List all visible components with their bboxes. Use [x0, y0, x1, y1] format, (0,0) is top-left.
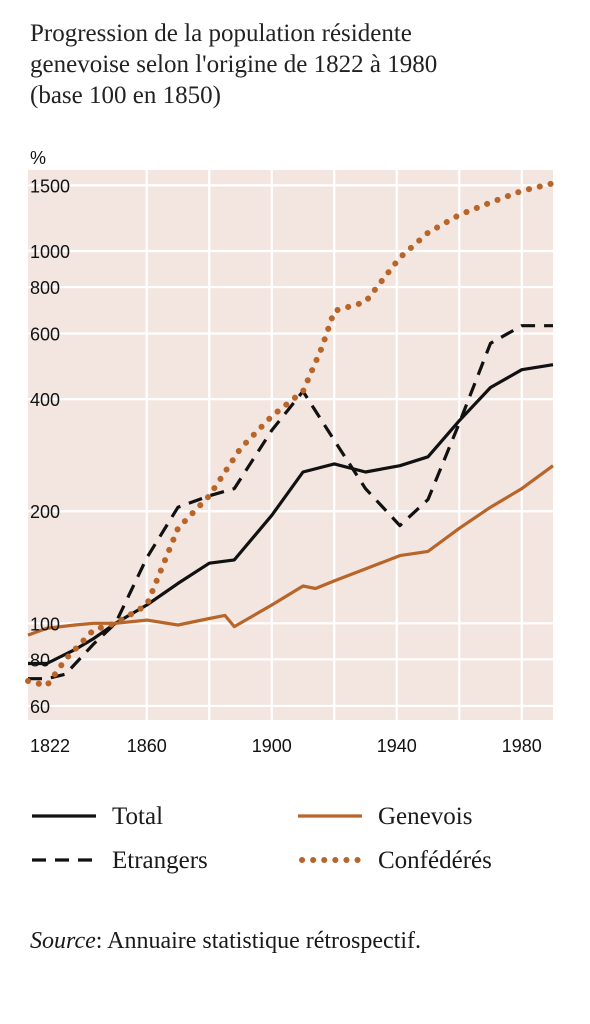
x-tick-label: 1860 [127, 736, 167, 756]
y-axis-unit: % [30, 148, 46, 168]
series-line-genevois [27, 464, 554, 637]
source-label: Source [30, 928, 96, 954]
x-tick-label: 1980 [502, 736, 542, 756]
legend-layer: Total Etrangers Genevois Confédérés [32, 803, 492, 874]
y-tick-label: 80 [30, 650, 50, 670]
y-tick-label: 400 [30, 390, 60, 410]
chart-title-line-2: genevoise selon l'origine de 1822 à 1980 [30, 51, 438, 78]
legend-label: Genevois [378, 803, 472, 830]
tick-layer: % 60 80 100 200 400 600 800 1000 1500 1822 1860 1900… [30, 148, 542, 756]
y-tick-label: 1500 [30, 176, 70, 196]
y-tick-label: 800 [30, 278, 60, 298]
y-tick-label: 60 [30, 697, 50, 717]
legend-label: Etrangers [112, 847, 208, 874]
x-tick-label: 1822 [30, 736, 70, 756]
chart-title-line-3: (base 100 en 1850) [30, 82, 221, 109]
chart-title-line-1: Progression de la population résidente [30, 20, 412, 47]
legend-label: Total [112, 803, 163, 830]
legend-label: Confédérés [378, 847, 492, 874]
source-note: Source: Annuaire statistique rétrospecti… [30, 928, 421, 955]
series-line-total [28, 363, 554, 666]
series-line-etrangers [28, 324, 553, 681]
series-line-confdrs [25, 180, 556, 689]
plot-background [28, 170, 553, 720]
y-tick-label: 200 [30, 502, 60, 522]
y-tick-label: 600 [30, 325, 60, 345]
y-tick-label: 1000 [30, 242, 70, 262]
x-tick-label: 1900 [252, 736, 292, 756]
source-separator: : [95, 928, 103, 954]
series-layer [25, 180, 556, 689]
source-text: Annuaire statistique rétrospectif. [102, 928, 422, 954]
y-tick-label: 100 [30, 614, 60, 634]
chart-title: Progression de la population résidente g… [30, 18, 570, 111]
x-tick-label: 1940 [377, 736, 417, 756]
